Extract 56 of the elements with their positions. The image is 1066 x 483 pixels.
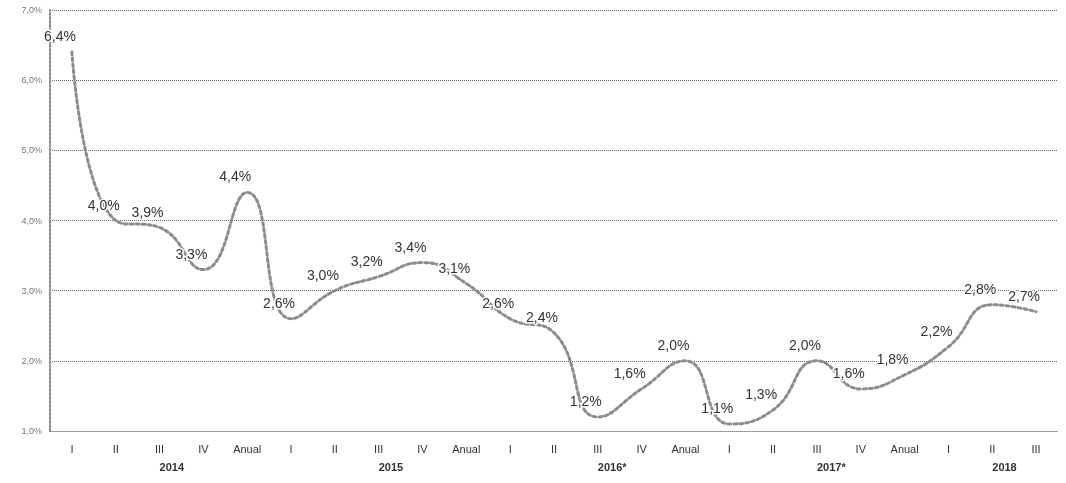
data-label: 4,4% (219, 168, 252, 185)
x-tick-label: II (770, 442, 777, 455)
x-tick-label: III (1031, 442, 1041, 455)
y-tick-label: 1,0% (21, 426, 42, 436)
data-label: 1,8% (876, 350, 909, 367)
x-tick-label: II (331, 442, 338, 455)
x-tick-label: IV (417, 442, 429, 455)
text: 2016* (597, 460, 628, 473)
x-tick-label: II (112, 442, 119, 455)
data-label: 2,0% (789, 336, 821, 353)
x-tick-label: Anual (671, 442, 700, 455)
data-label: 1,6% (613, 364, 646, 381)
y-tick-label: 4,0% (21, 215, 42, 226)
x-tick-label: I (727, 442, 731, 455)
y-tick-label: 6,0% (21, 75, 42, 86)
x-tick-label: IV (198, 442, 210, 455)
y-tick-label: 3,0% (21, 285, 42, 296)
x-tick-label: II (550, 442, 558, 455)
data-label: 3,9% (131, 203, 164, 220)
data-label: 1,1% (701, 399, 734, 416)
x-tick-label: III (154, 442, 165, 455)
data-label: 4,0% (87, 196, 120, 213)
data-label: 3,2% (350, 252, 383, 269)
x-tick-label: I (946, 442, 950, 455)
data-label: 1,6% (832, 364, 865, 381)
data-label: 3,4% (394, 238, 427, 255)
x-tick-label: Anual (452, 442, 481, 455)
x-tick-label: I (289, 442, 293, 455)
x-tick-label: IV (855, 442, 867, 455)
x-tick-label: I (508, 442, 512, 455)
data-label: 3,0% (306, 266, 339, 283)
x-tick-label: Anual (233, 442, 262, 455)
data-label: 2,7% (1008, 287, 1041, 304)
x-tick-label: IV (636, 442, 648, 455)
data-label: 2,4% (526, 308, 558, 325)
text: 2014 (159, 460, 185, 473)
x-tick-label: Anual (890, 442, 919, 455)
data-label: 2,2% (920, 322, 953, 339)
x-tick-label: III (593, 442, 603, 455)
line-series (70, 50, 1038, 426)
data-label: 6,4% (43, 28, 76, 45)
y-tick-label: 5,0% (21, 145, 42, 156)
text: 2017* (816, 460, 847, 473)
x-tick-label: III (812, 442, 822, 455)
data-label: 1,2% (569, 392, 602, 409)
data-label: 2,0% (657, 336, 690, 353)
data-label: 1,3% (745, 385, 778, 402)
y-tick-label: 7,0% (21, 5, 42, 15)
data-label: 2,8% (964, 280, 997, 297)
text: 2015 (378, 460, 404, 473)
x-tick-label: I (70, 442, 74, 455)
y-tick-label: 2,0% (21, 355, 42, 366)
text: 2018 (992, 460, 1017, 473)
x-tick-label: III (374, 442, 384, 455)
data-label: 3,3% (175, 245, 208, 262)
x-tick-label: II (989, 442, 996, 455)
